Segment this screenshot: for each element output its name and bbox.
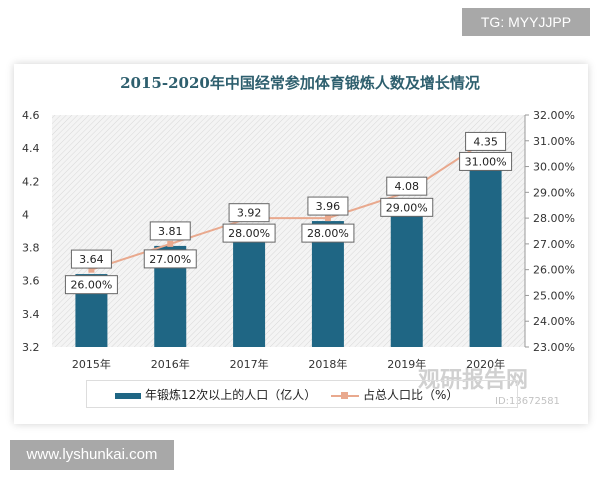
bar-data-label: 3.96 [316, 200, 341, 213]
x-tick-label: 2017年 [230, 357, 269, 371]
y-right-tick-label: 24.00% [533, 315, 575, 328]
y-left-tick-label: 4.6 [22, 109, 40, 122]
bar [469, 156, 502, 347]
y-right-tick-label: 29.00% [533, 186, 575, 199]
x-tick-label: 2019年 [387, 357, 426, 371]
y-right-tick-label: 30.00% [533, 161, 575, 174]
legend-bar: 年锻炼12次以上的人口（亿人） [115, 386, 316, 403]
x-tick-label: 2016年 [151, 357, 190, 371]
watermark-bottom: www.lyshunkai.com [10, 440, 174, 470]
bar-label-box [386, 176, 428, 196]
bar-data-label: 3.81 [158, 225, 183, 238]
legend-line-label: 占总人口比（%） [363, 388, 459, 402]
bar-label-box [465, 131, 507, 151]
y-right-tick-label: 26.00% [533, 264, 575, 277]
bar-label-box [307, 196, 349, 216]
line-point [88, 266, 95, 273]
x-tick-label: 2020年 [466, 357, 505, 371]
line-data-label: 31.00% [465, 155, 507, 168]
y-left-tick-label: 3.4 [22, 308, 40, 321]
line-label-box [301, 223, 355, 243]
x-tick-label: 2015年 [72, 357, 111, 371]
legend-line-swatch [331, 391, 359, 399]
x-tick-label: 2018年 [308, 357, 347, 371]
chart-title: 2015-2020年中国经常参加体育锻炼人数及增长情况 [120, 74, 480, 92]
line-label-box [64, 275, 118, 295]
line-label-box [222, 223, 276, 243]
bar-label-box [149, 221, 191, 241]
line-point [324, 215, 331, 222]
line-label-box [380, 197, 434, 217]
bar-label-box [228, 203, 270, 223]
bar-data-label: 3.92 [237, 207, 262, 220]
bar-data-label: 4.35 [473, 135, 498, 148]
line-data-label: 27.00% [149, 253, 191, 266]
line-data-label: 26.00% [70, 279, 112, 292]
watermark-top: TG: MYYJJPP [462, 8, 590, 36]
y-left-tick-label: 4.2 [22, 175, 40, 188]
bar-data-label: 4.08 [395, 180, 420, 193]
legend-line: 占总人口比（%） [331, 386, 458, 403]
legend: 年锻炼12次以上的人口（亿人） 占总人口比（%） [86, 380, 518, 408]
legend-bar-label: 年锻炼12次以上的人口（亿人） [145, 388, 317, 402]
y-right-tick-label: 25.00% [533, 289, 575, 302]
y-right-tick-label: 31.00% [533, 135, 575, 148]
y-left-tick-label: 3.6 [22, 275, 40, 288]
y-right-tick-label: 23.00% [533, 341, 575, 354]
y-left-tick-label: 4.4 [22, 142, 40, 155]
y-right-tick-label: 28.00% [533, 212, 575, 225]
y-left-tick-label: 3.2 [22, 341, 40, 354]
y-right-tick-label: 32.00% [533, 109, 575, 122]
bar [390, 201, 423, 347]
line-data-label: 28.00% [228, 227, 270, 240]
line-data-label: 28.00% [307, 227, 349, 240]
line-point [167, 240, 174, 247]
y-right-tick-label: 27.00% [533, 238, 575, 251]
legend-bar-swatch [115, 392, 141, 399]
y-left-tick-label: 3.8 [22, 242, 40, 255]
bar [233, 227, 266, 347]
line-label-box [459, 151, 513, 171]
line-label-box [143, 249, 197, 269]
logo-watermark-id: ID:13672581 [495, 396, 560, 407]
y-left-tick-label: 4 [22, 208, 29, 221]
plot-area [52, 115, 525, 347]
bar-data-label: 3.64 [79, 253, 104, 266]
line-data-label: 29.00% [386, 201, 428, 214]
bar-label-box [70, 249, 112, 269]
